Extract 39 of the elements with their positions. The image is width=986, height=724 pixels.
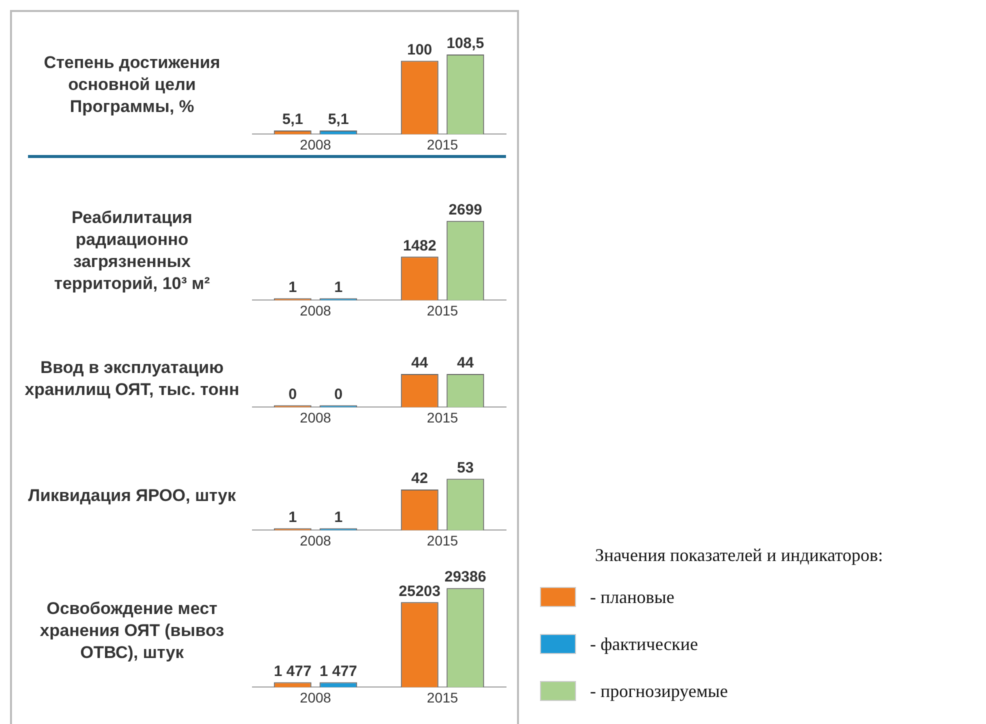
data-label: 25203	[398, 582, 440, 600]
legend-label: - прогнозируемые	[590, 680, 728, 702]
x-tick-label: 2015	[426, 532, 458, 548]
x-tick-label: 2008	[300, 532, 332, 548]
data-label: 1	[288, 508, 297, 526]
x-tick-label: 2015	[426, 302, 458, 318]
data-label: 1	[288, 278, 297, 296]
legend-title: Значения показателей и индикаторов:	[595, 545, 884, 566]
x-tick-label: 2008	[300, 302, 332, 318]
chart-title: Ввод в эксплуатацию хранилищ ОЯТ, тыс. тонн	[24, 357, 240, 401]
data-label: 44	[411, 354, 429, 372]
text: Освобождение мест хранения ОЯТ (вывоз ОТВС), штук	[38, 598, 226, 664]
data-label: 1 477	[274, 662, 312, 680]
data-label: 108,5	[446, 35, 484, 52]
data-label: 5,1	[328, 111, 349, 128]
data-label: 1 477	[320, 662, 358, 680]
data-label: 1	[334, 508, 343, 526]
x-tick-label: 2015	[426, 409, 458, 426]
data-label: 100	[407, 41, 432, 58]
data-label: 2699	[448, 201, 482, 218]
data-label: 1482	[402, 237, 436, 254]
data-label: 44	[457, 354, 474, 372]
legend-label: - плановые	[590, 586, 674, 608]
data-label: 53	[457, 459, 474, 476]
data-label: 0	[288, 386, 297, 403]
legend-label: - фактические	[590, 634, 698, 654]
x-tick-label: 2008	[300, 136, 332, 152]
data-label: 1	[334, 278, 343, 296]
data-label: 0	[334, 386, 343, 403]
text: Степень достижения основной цели Программы, %	[42, 52, 222, 118]
x-tick-label: 2008	[300, 409, 332, 426]
data-label: 5,1	[282, 111, 304, 128]
chart-title: Ликвидация ЯРОО, штук	[27, 484, 237, 506]
x-tick-label: 2015	[426, 136, 458, 152]
data-label: 29386	[444, 568, 486, 586]
x-tick-label: 2008	[300, 689, 332, 706]
data-label: 42	[411, 470, 428, 488]
x-tick-label: 2015	[426, 689, 458, 706]
text: Реабилитация радиационно загрязненных территорий, 10³ м²	[53, 206, 211, 294]
